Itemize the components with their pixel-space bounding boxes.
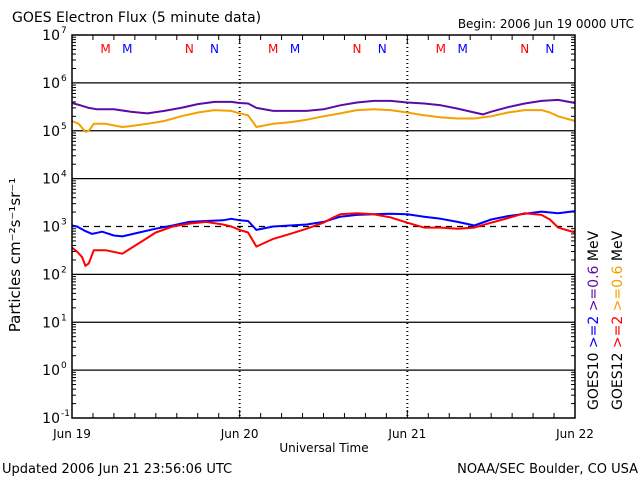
y-tick-label: 10 <box>42 124 60 140</box>
y-tick-label: 10 <box>42 411 60 427</box>
x-tick-label: Jun 19 <box>52 427 91 441</box>
axis-ticks <box>71 35 576 418</box>
y-tick-label: 10 <box>42 76 60 92</box>
legend-text: MeV <box>586 230 602 261</box>
marker-n: N <box>185 42 194 56</box>
plot-frame <box>71 34 576 419</box>
y-tick-exponent: 4 <box>61 170 67 180</box>
marker-m: M <box>100 42 110 56</box>
marker-m: M <box>457 42 467 56</box>
y-axis-label: Particles cm⁻²s⁻¹sr⁻¹ <box>6 178 24 332</box>
x-axis-label: Universal Time <box>279 441 368 455</box>
legend-entry: GOES10 >=2 >=0.6 MeV <box>586 230 602 410</box>
data-series <box>71 98 576 267</box>
chart-title: GOES Electron Flux (5 minute data) <box>12 10 261 26</box>
legend-column-goes10: GOES10 >=2 >=0.6 MeV <box>586 230 602 410</box>
series-line-goes10-0-6-mev <box>71 98 576 116</box>
y-tick-label: 10 <box>42 220 60 236</box>
y-tick-exponent: 1 <box>61 313 67 323</box>
y-tick-exponent: 7 <box>61 26 67 36</box>
y-tick-exponent: 0 <box>61 361 67 371</box>
legend-text: >=2 <box>586 311 602 348</box>
series-line-goes12-0-6-mev <box>71 108 576 133</box>
marker-m: M <box>436 42 446 56</box>
y-tick-exponent: 5 <box>61 122 67 132</box>
legend-text: >=2 <box>610 311 626 348</box>
y-tick-exponent: 2 <box>61 265 67 275</box>
begin-time-label: Begin: 2006 Jun 19 0000 UTC <box>458 17 634 31</box>
series-line-goes12-2-mev <box>71 212 576 267</box>
marker-n: N <box>353 42 362 56</box>
x-tick-label: Jun 20 <box>220 427 259 441</box>
grid-lines <box>72 35 575 418</box>
legend-text: >=0.6 <box>586 261 602 311</box>
legend-text: GOES12 <box>610 348 626 410</box>
legend-text: MeV <box>610 230 626 261</box>
legend-column-goes12: GOES12 >=2 >=0.6 MeV <box>610 230 626 410</box>
source-credit: NOAA/SEC Boulder, CO USA <box>457 462 638 477</box>
y-tick-exponent: 6 <box>61 74 67 84</box>
y-tick-label: 10 <box>42 28 60 44</box>
x-tick-labels: Jun 19 Jun 20 Jun 21 Jun 22 <box>52 427 594 441</box>
y-tick-label: 10 <box>42 172 60 188</box>
x-tick-label: Jun 22 <box>555 427 594 441</box>
legend-entry: GOES12 >=2 >=0.6 MeV <box>610 230 626 410</box>
marker-m: M <box>268 42 278 56</box>
y-tick-label: 10 <box>42 315 60 331</box>
y-tick-label: 10 <box>42 267 60 283</box>
y-tick-exponent: -1 <box>61 409 70 419</box>
marker-m: M <box>122 42 132 56</box>
marker-m: M <box>290 42 300 56</box>
y-tick-label: 10 <box>42 363 60 379</box>
marker-n: N <box>545 42 554 56</box>
series-line-goes10-2-mev <box>71 210 576 238</box>
marker-n: N <box>520 42 529 56</box>
y-tick-exponent: 3 <box>61 218 67 228</box>
legend-text: GOES10 <box>586 348 602 410</box>
legend-text: >=0.6 <box>610 261 626 311</box>
marker-n: N <box>210 42 219 56</box>
x-tick-label: Jun 21 <box>387 427 426 441</box>
updated-timestamp: Updated 2006 Jun 21 23:56:06 UTC <box>2 462 232 477</box>
marker-n: N <box>378 42 387 56</box>
